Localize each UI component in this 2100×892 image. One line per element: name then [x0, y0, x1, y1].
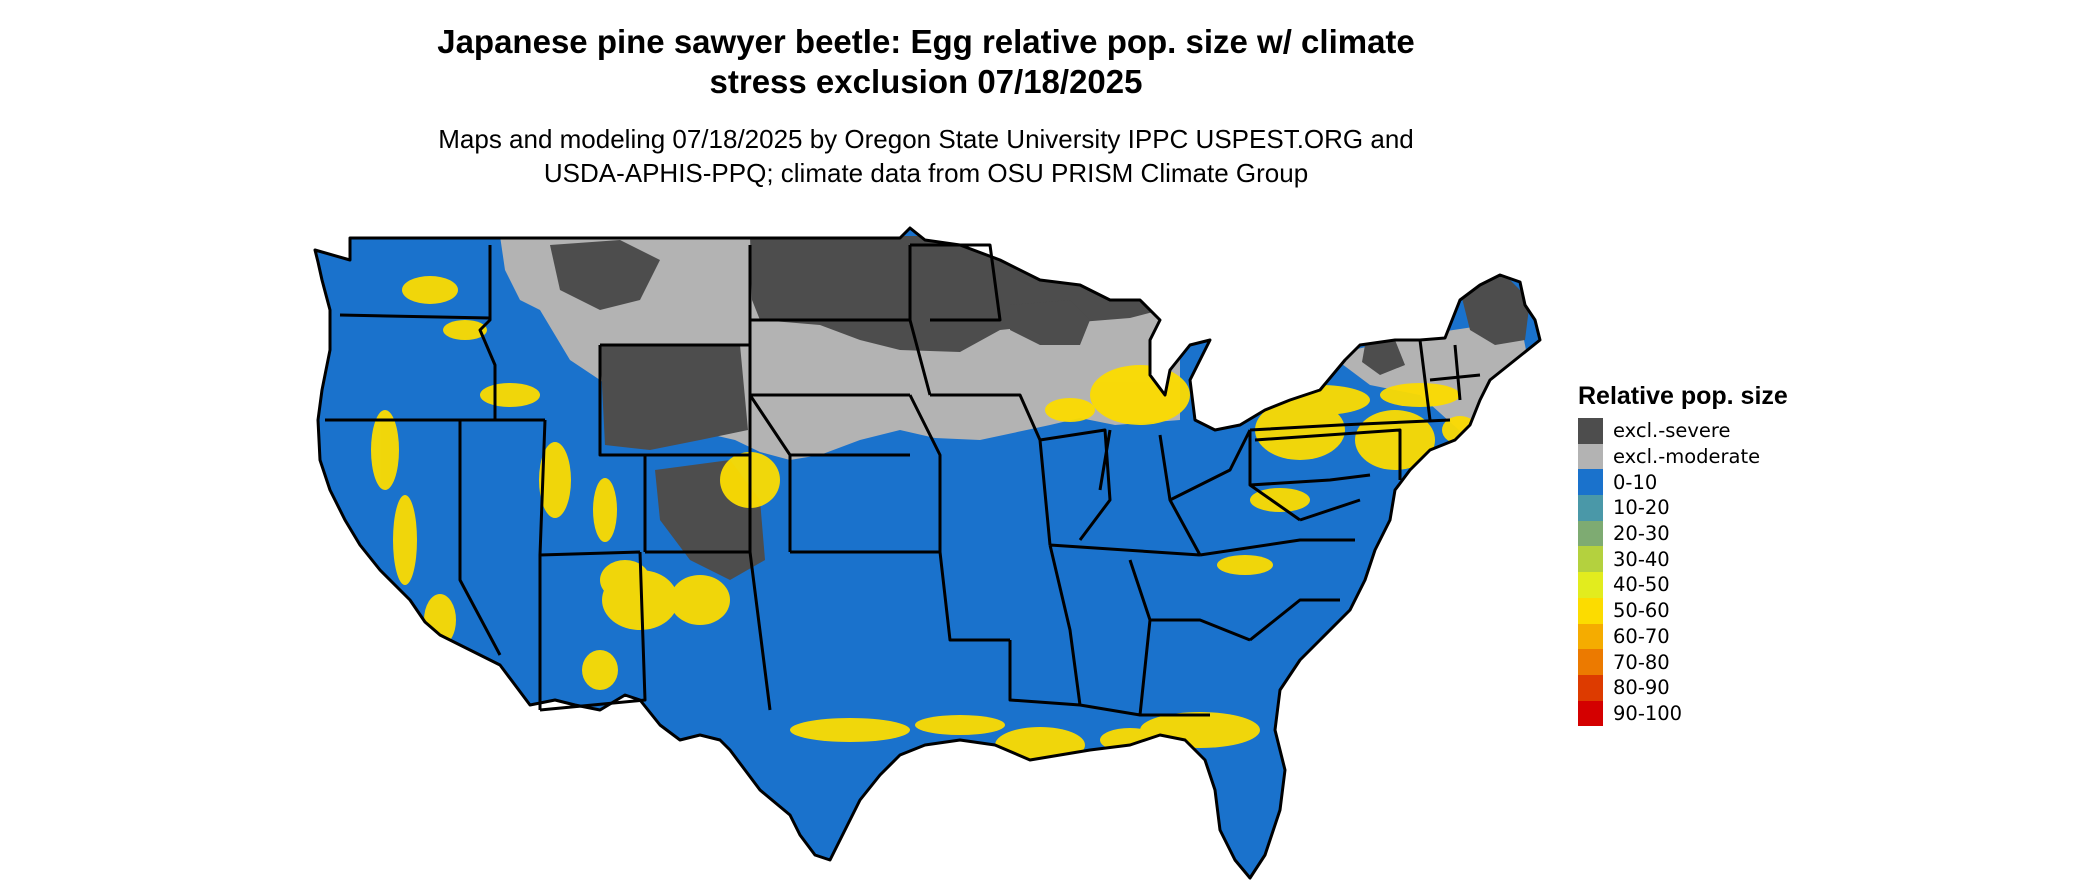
region-excl-severe-montana: [550, 240, 660, 310]
legend-title: Relative pop. size: [1578, 382, 1788, 410]
legend-item: excl.-moderate: [1578, 443, 1788, 470]
legend-item: 30-40: [1578, 546, 1788, 573]
legend-item: 90-100: [1578, 700, 1788, 727]
legend-swatch: [1578, 546, 1603, 573]
legend-swatch: [1578, 597, 1603, 624]
legend-item: 40-50: [1578, 572, 1788, 598]
map-regions: [371, 236, 1540, 763]
state-borders: [313, 226, 1542, 880]
legend-swatch: [1578, 572, 1603, 598]
legend-swatch: [1578, 495, 1603, 521]
region-excl-severe-great-lakes: [1010, 300, 1090, 345]
region-excl-severe-rockies-wy: [600, 345, 748, 450]
legend-label: excl.-severe: [1613, 419, 1731, 443]
legend-item: 60-70: [1578, 623, 1788, 650]
legend-item: 10-20: [1578, 495, 1788, 521]
legend-item: 80-90: [1578, 674, 1788, 701]
legend-label: 10-20: [1613, 496, 1670, 520]
legend-label: 90-100: [1613, 701, 1683, 725]
legend-label: 60-70: [1613, 624, 1670, 648]
map-subtitle: Maps and modeling 07/18/2025 by Oregon S…: [0, 122, 1852, 190]
map-title: Japanese pine sawyer beetle: Egg relativ…: [0, 22, 1852, 102]
title-line-2: stress exclusion 07/18/2025: [709, 63, 1143, 100]
legend-item: 20-30: [1578, 520, 1788, 547]
legend-label: 70-80: [1613, 650, 1670, 674]
legend-items: excl.-severe excl.-moderate 0-10 10-20 20-30…: [1578, 418, 1788, 727]
legend-label: 0-10: [1613, 470, 1658, 494]
legend-label: excl.-moderate: [1613, 445, 1761, 469]
legend-swatch: [1578, 443, 1603, 470]
legend-item: 50-60: [1578, 597, 1788, 624]
state-lines: [325, 243, 1481, 717]
legend: Relative pop. size excl.-severe excl.-mod…: [1578, 380, 1788, 727]
legend-swatch: [1578, 418, 1603, 444]
legend-label: 40-50: [1613, 573, 1670, 597]
subtitle-line-2: USDA-APHIS-PPQ; climate data from OSU PR…: [543, 158, 1309, 188]
region-excl-severe-adirondacks: [1362, 340, 1405, 375]
legend-label: 80-90: [1613, 676, 1670, 700]
legend-item: excl.-severe: [1578, 418, 1788, 444]
us-map: [313, 226, 1542, 880]
legend-swatch: [1578, 700, 1603, 727]
legend-swatch: [1578, 674, 1603, 701]
region-suitable-50-60: [371, 276, 1478, 763]
legend-item: 70-80: [1578, 649, 1788, 675]
legend-swatch: [1578, 520, 1603, 547]
region-excl-severe-maine: [1460, 275, 1530, 345]
legend-swatch: [1578, 623, 1603, 650]
legend-swatch: [1578, 649, 1603, 675]
subtitle-line-1: Maps and modeling 07/18/2025 by Oregon S…: [438, 124, 1414, 154]
legend-label: 20-30: [1613, 522, 1670, 546]
legend-label: 50-60: [1613, 599, 1670, 623]
legend-swatch: [1578, 469, 1603, 496]
us-outline: [313, 226, 1542, 880]
title-line-1: Japanese pine sawyer beetle: Egg relativ…: [437, 23, 1415, 60]
legend-item: 0-10: [1578, 469, 1788, 496]
legend-label: 30-40: [1613, 547, 1670, 571]
